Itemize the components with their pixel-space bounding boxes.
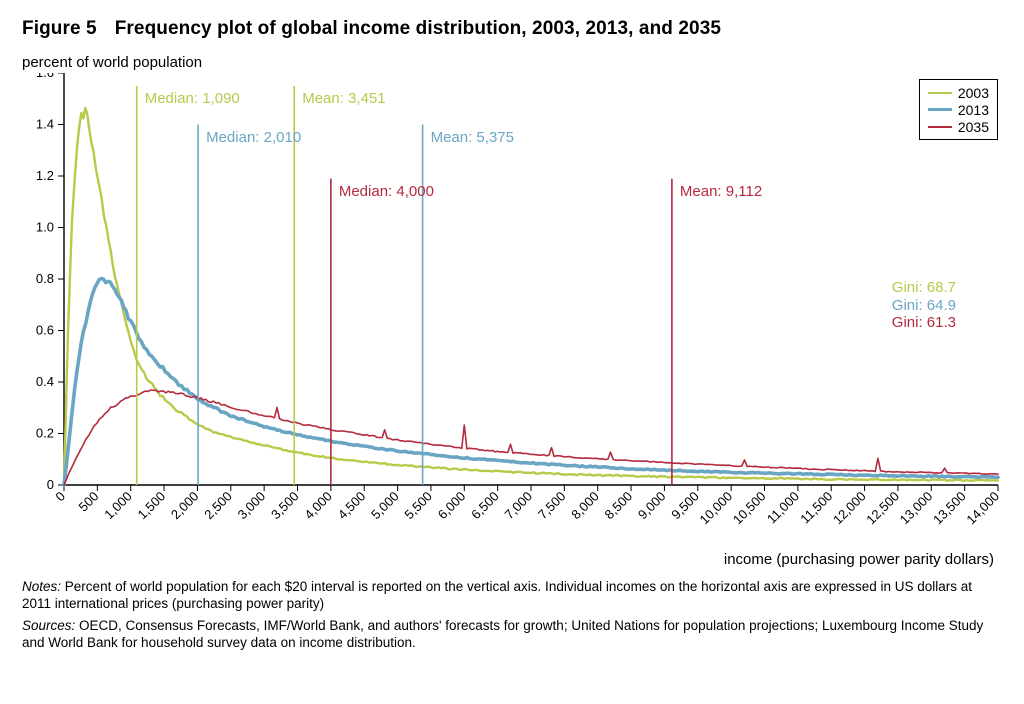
svg-text:9,000: 9,000: [635, 489, 669, 523]
svg-text:3,500: 3,500: [268, 489, 302, 523]
x-axis-label: income (purchasing power parity dollars): [22, 551, 1002, 568]
svg-text:1,500: 1,500: [135, 489, 169, 523]
svg-text:14,000: 14,000: [963, 489, 1002, 528]
svg-text:4,000: 4,000: [301, 489, 335, 523]
figure-title: Figure 5 Frequency plot of global income …: [22, 18, 1002, 40]
mean-label-2003: Mean: 3,451: [302, 90, 385, 107]
series-2003: [64, 108, 998, 485]
figure-number: Figure 5: [22, 18, 97, 40]
sources-label: Sources:: [22, 618, 75, 633]
sources-text: OECD, Consensus Forecasts, IMF/World Ban…: [22, 618, 983, 650]
gini-2035: Gini: 61.3: [892, 314, 956, 332]
y-axis-label: percent of world population: [22, 54, 1002, 71]
svg-text:11,500: 11,500: [797, 489, 835, 527]
svg-text:6,000: 6,000: [435, 489, 469, 523]
svg-text:6,500: 6,500: [468, 489, 502, 523]
figure-footnotes: Notes: Percent of world population for e…: [22, 578, 1002, 651]
svg-text:2,000: 2,000: [168, 489, 202, 523]
median-label-2035: Median: 4,000: [339, 183, 434, 200]
svg-text:500: 500: [76, 489, 102, 515]
legend-label: 2035: [958, 119, 989, 135]
svg-text:0.2: 0.2: [36, 426, 54, 441]
svg-text:2,500: 2,500: [201, 489, 235, 523]
svg-text:10,500: 10,500: [730, 489, 769, 528]
notes-text: Percent of world population for each $20…: [22, 579, 972, 611]
svg-text:0.4: 0.4: [36, 374, 54, 389]
svg-text:12,000: 12,000: [830, 489, 869, 528]
svg-text:13,000: 13,000: [897, 489, 936, 528]
svg-text:4,500: 4,500: [335, 489, 369, 523]
svg-text:1.2: 1.2: [36, 168, 54, 183]
figure-container: Figure 5 Frequency plot of global income …: [0, 0, 1024, 704]
legend-label: 2003: [958, 85, 989, 101]
plot-area: 00.20.40.60.81.01.21.41.605001,0001,5002…: [22, 73, 1002, 543]
legend-label: 2013: [958, 102, 989, 118]
svg-text:0.6: 0.6: [36, 323, 54, 338]
legend-item-2035: 2035: [928, 118, 989, 135]
svg-text:3,000: 3,000: [235, 489, 269, 523]
gini-2003: Gini: 68.7: [892, 279, 956, 297]
mean-label-2035: Mean: 9,112: [680, 183, 762, 200]
sources-line: Sources: OECD, Consensus Forecasts, IMF/…: [22, 617, 1002, 652]
svg-text:12,500: 12,500: [863, 489, 902, 528]
svg-text:5,500: 5,500: [401, 489, 435, 523]
svg-text:11,000: 11,000: [764, 489, 802, 527]
svg-text:10,000: 10,000: [697, 489, 736, 528]
median-label-2003: Median: 1,090: [145, 90, 240, 107]
svg-text:13,500: 13,500: [930, 489, 969, 528]
legend-swatch: [928, 126, 952, 128]
svg-text:5,000: 5,000: [368, 489, 402, 523]
svg-text:7,500: 7,500: [535, 489, 569, 523]
figure-title-text: Frequency plot of global income distribu…: [115, 18, 721, 39]
legend: 200320132035: [919, 79, 998, 140]
legend-item-2003: 2003: [928, 84, 989, 101]
gini-box: Gini: 68.7Gini: 64.9Gini: 61.3: [892, 279, 956, 332]
gini-2013: Gini: 64.9: [892, 297, 956, 315]
svg-text:1.6: 1.6: [36, 73, 54, 80]
svg-text:8,500: 8,500: [602, 489, 636, 523]
svg-text:0: 0: [47, 477, 54, 492]
median-label-2013: Median: 2,010: [206, 129, 301, 146]
svg-text:8,000: 8,000: [568, 489, 602, 523]
svg-text:7,000: 7,000: [502, 489, 536, 523]
svg-text:0.8: 0.8: [36, 271, 54, 286]
svg-text:1.0: 1.0: [36, 220, 54, 235]
legend-item-2013: 2013: [928, 101, 989, 118]
legend-swatch: [928, 108, 952, 111]
svg-text:1,000: 1,000: [101, 489, 135, 523]
svg-text:1.4: 1.4: [36, 117, 54, 132]
svg-text:0: 0: [52, 489, 68, 505]
mean-label-2013: Mean: 5,375: [431, 129, 514, 146]
notes-label: Notes:: [22, 579, 61, 594]
legend-swatch: [928, 92, 952, 94]
notes-line: Notes: Percent of world population for e…: [22, 578, 1002, 613]
